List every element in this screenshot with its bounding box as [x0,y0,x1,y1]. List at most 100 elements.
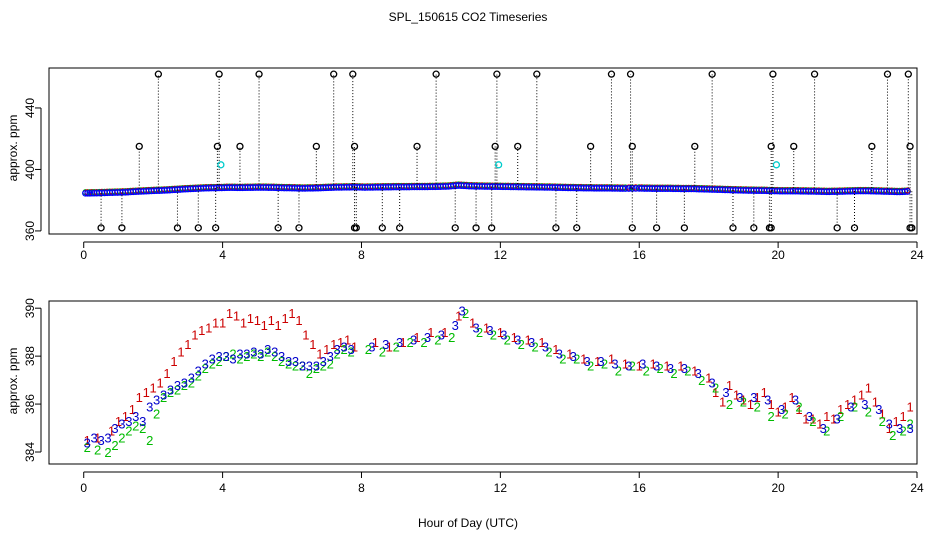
x-tick-label: 16 [633,481,647,495]
spike-low-point [118,224,126,232]
series-3-point: 3 [236,347,243,362]
spike-low-point [833,224,841,232]
series-2-point: 2 [698,373,705,388]
series-1-point: 1 [226,306,233,321]
series-1-point: 1 [84,433,91,448]
series-2-point: 2 [684,364,691,379]
series-3-point: 3 [736,390,743,405]
series-2-point: 2 [118,431,125,446]
series-1-point: 1 [768,397,775,412]
series-1-point: 1 [899,409,906,424]
series-1-point: 1 [156,376,163,391]
series-3-point: 3 [514,332,521,347]
series-2-point: 2 [347,344,354,359]
x-tick-label: 12 [494,481,508,495]
series-1-point: 1 [268,313,275,328]
series-2-point: 2 [587,359,594,374]
series-1-point: 1 [469,316,476,331]
series-1-point: 1 [754,390,761,405]
series-3-point: 3 [306,359,313,374]
spike-low-point [472,224,480,232]
series-1-point: 1 [400,335,407,350]
spike-mid-point [586,142,595,151]
series-3-point: 3 [792,392,799,407]
series-3-point: 3 [250,344,257,359]
series-2-point: 2 [111,438,118,453]
series-1-point: 1 [552,342,559,357]
series-3-point: 3 [160,387,167,402]
series-3-point: 3 [264,342,271,357]
series-3-point: 3 [132,409,139,424]
series-3-point: 3 [834,411,841,426]
series-3-point: 3 [639,356,646,371]
spike-low-point [750,224,758,232]
series-3-point: 3 [486,323,493,338]
spike-mid-point [312,142,320,151]
series-3-point: 3 [146,399,153,414]
series-2-point: 2 [146,433,153,448]
y-tick-label: 440 [23,98,37,118]
series-2-point: 2 [236,352,243,367]
series-1-point: 1 [677,359,684,374]
series-1-point: 1 [893,414,900,429]
spike-low-point [729,224,737,232]
series-1-point: 1 [608,352,615,367]
series-2-point: 2 [153,407,160,422]
series-3-point: 3 [452,318,459,333]
series-2-point: 2 [518,337,525,352]
plot-frame [48,300,918,465]
series-3-point: 3 [167,383,174,398]
spike-high-point [626,70,635,78]
series-3-point: 3 [271,344,278,359]
series-2-point: 2 [889,428,896,443]
series-3-point: 3 [104,431,111,446]
series-1-point: 1 [830,411,837,426]
series-2-point: 2 [865,404,872,419]
series-2-point: 2 [476,325,483,340]
series-1-point: 1 [198,323,205,338]
series-3-point: 3 [570,349,577,364]
spike-low-point [652,224,661,232]
chart-title: SPL_150615 CO2 Timeseries [389,10,548,24]
series-1-point: 1 [455,308,462,323]
series-1-point: 1 [323,342,330,357]
spike-high-point [349,70,357,78]
series-1-point: 1 [122,409,129,424]
y-tick-label: 390 [23,298,37,318]
series-1-point: 1 [823,409,830,424]
x-tick-label: 0 [80,481,87,495]
spike-high-point [255,70,263,78]
series-1-point: 1 [761,385,768,400]
series-2-point: 2 [601,356,608,371]
series-1-point: 1 [143,385,150,400]
series-3-point: 3 [278,349,285,364]
y-tick-label: 400 [23,159,37,179]
series-2-point: 2 [643,364,650,379]
spike-high-point [533,70,541,78]
series-1-point: 1 [302,328,309,343]
spike-low-point [552,224,560,232]
series-1-point: 1 [775,404,782,419]
series-1-point: 1 [483,320,490,335]
spike-mid-point [906,142,914,151]
x-axis-label: Hour of Day (UTC) [418,516,518,530]
series-1-point: 1 [184,337,191,352]
x-tick-label: 4 [219,248,226,262]
series-2-point: 2 [768,409,775,424]
y-axis-label-bottom: approx. ppm [6,348,20,415]
series-1-point: 1 [802,411,809,426]
series-3-point: 3 [229,352,236,367]
series-2-point: 2 [393,340,400,355]
series-3-point: 3 [181,376,188,391]
spike-mid-point [236,142,244,151]
series-3-point: 3 [368,340,375,355]
series-2-point: 2 [327,356,334,371]
spike-high-point [607,70,616,78]
series-1-point: 1 [295,313,302,328]
series-3-point: 3 [556,347,563,362]
series-2-point: 2 [188,376,195,391]
series-1-point: 1 [566,347,573,362]
series-1-point: 1 [740,392,747,407]
spike-mid-point [514,142,522,151]
series-3-point: 3 [299,359,306,374]
